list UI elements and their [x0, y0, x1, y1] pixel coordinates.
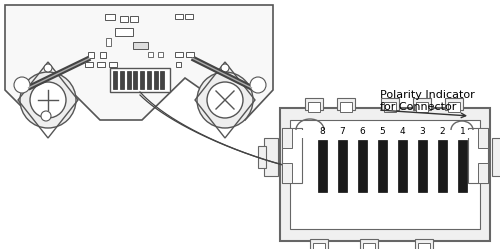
Bar [85, 62, 93, 67]
Text: 8: 8 [320, 127, 326, 136]
Circle shape [207, 82, 243, 118]
Bar [264, 138, 278, 176]
Bar [445, 98, 463, 110]
Bar [88, 52, 94, 58]
Bar [140, 71, 144, 89]
Bar [126, 71, 130, 89]
Bar [363, 243, 375, 249]
Bar [148, 52, 153, 57]
Text: 4: 4 [400, 127, 406, 136]
Bar [97, 62, 105, 67]
Bar [106, 38, 111, 46]
Bar [130, 16, 138, 22]
Bar [133, 42, 148, 49]
Bar [310, 239, 328, 249]
Bar [158, 52, 163, 57]
Bar [115, 28, 133, 36]
Bar [308, 102, 320, 112]
Bar [418, 140, 427, 192]
Bar [381, 98, 399, 110]
Bar [313, 243, 325, 249]
Bar [296, 130, 324, 138]
Bar [338, 140, 347, 192]
Bar [468, 128, 488, 183]
Circle shape [41, 111, 51, 121]
Bar [175, 14, 183, 19]
Bar [413, 98, 431, 110]
Bar [258, 146, 266, 168]
Text: 7: 7 [340, 127, 345, 136]
Bar [175, 52, 183, 57]
Bar [280, 108, 490, 241]
Polygon shape [5, 5, 273, 120]
Bar [378, 140, 387, 192]
Circle shape [44, 64, 52, 72]
Bar [418, 243, 430, 249]
Bar [478, 128, 488, 148]
Bar [290, 120, 480, 229]
Circle shape [250, 77, 266, 93]
Bar [305, 98, 323, 110]
Bar [282, 163, 292, 183]
Bar [478, 163, 488, 183]
Bar [109, 62, 117, 67]
Bar [448, 102, 460, 112]
Bar [185, 14, 193, 19]
Text: for Connector: for Connector [380, 102, 456, 112]
Bar [398, 140, 407, 192]
Bar [176, 62, 181, 67]
Bar [438, 140, 447, 192]
Bar [416, 102, 428, 112]
Bar [105, 14, 115, 20]
Circle shape [20, 72, 76, 128]
Bar [358, 140, 367, 192]
Bar [160, 71, 164, 89]
Bar [186, 52, 194, 57]
Text: 1: 1 [460, 127, 466, 136]
Text: 5: 5 [380, 127, 386, 136]
Bar [384, 102, 396, 112]
Bar [337, 98, 355, 110]
Bar [282, 128, 292, 148]
Text: 3: 3 [420, 127, 426, 136]
Bar [113, 71, 117, 89]
Text: Polarity Indicator: Polarity Indicator [380, 90, 475, 100]
Bar [120, 16, 128, 22]
Bar [415, 239, 433, 249]
Circle shape [221, 64, 229, 72]
Text: 2: 2 [440, 127, 446, 136]
Bar [360, 239, 378, 249]
Circle shape [30, 82, 66, 118]
Bar [458, 140, 467, 192]
Circle shape [14, 77, 30, 93]
Circle shape [197, 72, 253, 128]
Bar [120, 71, 124, 89]
Bar [154, 71, 158, 89]
Bar [340, 102, 352, 112]
Bar [450, 130, 476, 138]
Bar [133, 71, 137, 89]
Bar [492, 138, 500, 176]
Bar [100, 52, 106, 58]
Bar [282, 128, 302, 183]
Bar [147, 71, 151, 89]
Text: 6: 6 [360, 127, 366, 136]
Bar [110, 68, 170, 92]
Bar [318, 140, 327, 192]
